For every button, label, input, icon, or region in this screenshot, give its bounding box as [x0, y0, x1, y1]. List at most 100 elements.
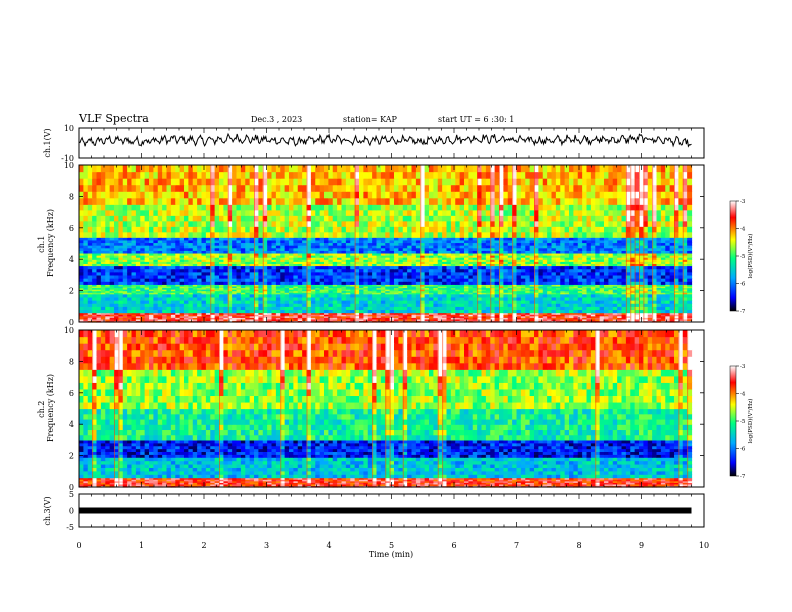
spectrogram-cell: [477, 271, 483, 276]
spectrogram-cell: [420, 274, 426, 279]
spectrogram-cell: [437, 263, 443, 267]
spectrogram-cell: [389, 285, 395, 289]
spectrogram-cell: [267, 250, 273, 254]
spectrogram-cell: [275, 274, 281, 279]
spectrogram-cell: [424, 309, 430, 314]
spectrogram-cell: [608, 265, 614, 270]
spectrogram-cell: [577, 309, 583, 314]
spectrogram-cell: [652, 261, 658, 264]
spectrogram-cell: [555, 309, 561, 314]
spectrogram-cell: [398, 287, 404, 290]
spectrogram-cell: [192, 265, 198, 270]
spectrogram-cell: [582, 281, 588, 285]
spectrogram-cell: [674, 259, 679, 262]
spectrogram-cell: [315, 290, 321, 293]
spectrogram-cell: [83, 278, 89, 282]
spectrogram-cell: [131, 315, 137, 318]
spectrogram-cell: [254, 315, 259, 318]
spectrogram-cell: [625, 250, 631, 254]
spectrogram-cell: [590, 285, 596, 289]
spectrogram-cell: [223, 237, 229, 241]
spectrogram-cell: [525, 317, 531, 320]
spectrogram-cell: [214, 293, 220, 298]
spectrogram-cell: [302, 250, 308, 254]
spectrogram-cell: [595, 247, 601, 251]
spectrogram-cell: [258, 287, 264, 290]
spectrogram-cell: [599, 285, 605, 289]
spectrogram-cell: [481, 274, 487, 279]
spectrogram-cell: [560, 274, 566, 279]
spectrogram-cell: [407, 315, 413, 318]
spectrogram-cell: [214, 303, 220, 307]
spectrogram-cell: [512, 285, 518, 289]
spectrogram-cell: [669, 245, 675, 249]
spectrogram-cell: [617, 257, 623, 260]
spectrogram-cell: [363, 281, 369, 285]
spectrogram-cell: [188, 252, 194, 256]
spectrogram-cell: [310, 290, 316, 293]
spectrogram-cell: [647, 303, 653, 307]
spectrogram-cell: [450, 265, 456, 270]
spectrogram-cell: [223, 242, 229, 246]
spectrogram-cell: [135, 274, 141, 279]
spectrogram-cell: [525, 318, 531, 322]
spectrogram-cell: [127, 274, 133, 279]
spectrogram-cell: [280, 257, 286, 260]
spectrogram-cell: [197, 293, 203, 298]
spectrogram-cell: [687, 315, 693, 318]
spectrogram-cell: [472, 255, 478, 258]
spectrogram-cell: [122, 259, 128, 262]
spectrogram-cell: [245, 290, 251, 293]
spectrogram-cell: [538, 255, 544, 258]
spectrogram-cell: [345, 255, 351, 258]
spectrogram-cell: [359, 257, 364, 260]
spectrogram-cell: [236, 309, 242, 314]
spectrogram-cell: [122, 237, 128, 241]
spectrogram-cell: [135, 318, 141, 322]
spectrogram-cell: [376, 242, 382, 246]
spectrogram-cell: [389, 314, 395, 317]
spectrogram-cell: [612, 257, 618, 260]
spectrogram-cell: [166, 306, 172, 311]
spectrogram-cell: [83, 255, 89, 258]
spectrogram-cell: [367, 265, 373, 270]
spectrogram-cell: [109, 245, 115, 249]
spectrogram-cell: [507, 287, 513, 290]
spectrogram-cell: [214, 250, 220, 254]
spectrogram-cell: [258, 242, 264, 246]
spectrogram-cell: [232, 281, 238, 285]
spectrogram-cell: [647, 281, 653, 285]
spectrogram-cell: [166, 293, 172, 298]
spectrogram-cell: [280, 281, 286, 285]
spectrogram-cell: [639, 290, 644, 293]
spectrogram-cell: [516, 252, 522, 256]
spectrogram-cell: [372, 255, 378, 258]
spectrogram-cell: [214, 292, 220, 295]
spectrogram-cell: [468, 255, 474, 258]
spectrogram-cell: [407, 247, 413, 251]
spectrogram-cell: [538, 281, 544, 285]
spectrogram-cell: [564, 239, 570, 244]
spectrogram-cell: [656, 261, 662, 264]
spectrogram-cell: [258, 278, 264, 282]
spectrogram-cell: [660, 252, 666, 256]
spectrogram-cell: [625, 265, 631, 270]
spectrogram-cell: [284, 292, 290, 295]
spectrogram-cell: [376, 293, 382, 298]
spectrogram-cell: [512, 259, 518, 262]
spectrogram-cell: [411, 252, 417, 256]
spectrogram-cell: [415, 239, 421, 244]
spectrogram-cell: [118, 290, 124, 293]
spectrogram-cell: [472, 312, 478, 315]
spectrogram-cell: [507, 265, 513, 270]
spectrogram-cell: [402, 247, 408, 251]
spectrogram-cell: [267, 268, 273, 273]
spectrogram-cell: [643, 318, 649, 322]
spectrogram-cell: [472, 252, 478, 256]
spectrogram-cell: [249, 312, 255, 315]
spectrogram-cell: [459, 284, 465, 287]
spectrogram-cell: [149, 245, 154, 249]
spectrogram-cell: [599, 317, 605, 320]
spectrogram-cell: [564, 265, 570, 270]
spectrogram-cell: [534, 290, 539, 293]
